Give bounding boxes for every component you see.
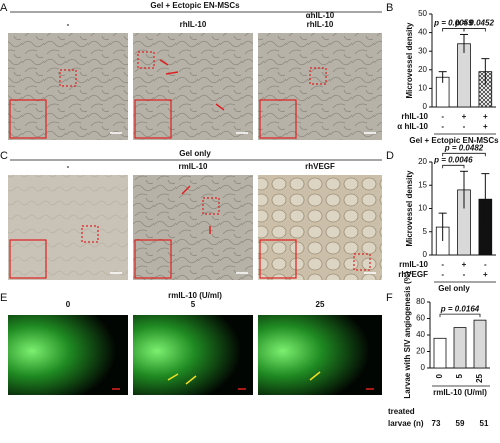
y-axis-label: Microvessel density <box>405 170 414 247</box>
column-label: - <box>67 162 70 171</box>
count-label: larvae (n) <box>388 419 424 428</box>
arrows <box>167 371 321 385</box>
count-value: 51 <box>480 419 489 428</box>
scale-bars <box>110 132 376 274</box>
y-tick-label: 40 <box>418 28 427 37</box>
p-value: p = 0.0059 <box>433 19 473 28</box>
panel-label: F <box>386 292 393 304</box>
panel-label: B <box>386 2 393 14</box>
column-label: rhIL-10 <box>307 20 334 29</box>
condition-value: - <box>441 270 444 279</box>
micrograph <box>258 175 382 280</box>
micrograph <box>133 175 253 280</box>
condition-value: - <box>463 122 466 131</box>
y-axis-label: Microvessel density <box>405 22 414 99</box>
condition-value: + <box>483 112 488 121</box>
panel-label: E <box>0 292 7 304</box>
significance-bracket <box>463 28 486 32</box>
y-tick-label: 5 <box>423 227 428 236</box>
y-axis-label: Larvae with SIV angiogenesis (%) <box>403 271 412 398</box>
y-tick-label: 40 <box>416 330 425 339</box>
condition-value: + <box>483 122 488 131</box>
micrograph <box>133 33 253 140</box>
y-tick-label: 10 <box>418 84 427 93</box>
y-tick-label: 20 <box>416 347 425 356</box>
fluorescence-image <box>258 315 382 395</box>
column-label: 5 <box>191 300 196 309</box>
panel-header: rmIL-10 (U/ml) <box>168 291 222 300</box>
bar <box>433 337 447 369</box>
condition-name: rmIL-10 <box>399 260 428 269</box>
count-value: 59 <box>456 419 465 428</box>
significance-bracket <box>442 164 465 169</box>
y-tick-label: 80 <box>416 297 425 306</box>
column-label: - <box>67 20 70 29</box>
y-tick-label: 20 <box>418 65 427 74</box>
group-label: Gel only <box>438 284 470 293</box>
insets <box>9 51 371 279</box>
y-tick-label: 60 <box>416 314 425 323</box>
condition-name: α hIL-10 <box>397 122 428 131</box>
y-tick-label: 50 <box>418 9 427 18</box>
bar <box>453 327 467 369</box>
p-value: p = 0.0452 <box>454 19 494 28</box>
micrograph <box>258 33 382 140</box>
condition-value: - <box>441 112 444 121</box>
x-tick-label: 25 <box>475 373 484 382</box>
condition-value: + <box>462 112 467 121</box>
panel-label: A <box>0 2 8 14</box>
column-label: rmIL-10 <box>179 162 208 171</box>
significance-bracket <box>442 152 486 157</box>
condition-name: rhIL-10 <box>401 112 428 121</box>
y-tick-label: 0 <box>423 250 428 259</box>
bar <box>473 319 487 369</box>
y-tick-label: 10 <box>418 204 427 213</box>
condition-value: - <box>484 260 487 269</box>
column-label: 0 <box>66 300 71 309</box>
significance-bracket <box>439 313 481 318</box>
condition-value: + <box>483 270 488 279</box>
x-tick-label: 0 <box>435 373 444 378</box>
count-label: treated <box>388 407 415 416</box>
fluorescence-image <box>133 315 253 395</box>
bar <box>457 43 471 108</box>
condition-name: rhVEGF <box>398 270 428 279</box>
y-tick-label: 30 <box>418 46 427 55</box>
x-axis-label: rmIL-10 (U/ml) <box>433 388 487 397</box>
condition-value: - <box>441 122 444 131</box>
micrographs <box>8 33 382 395</box>
column-label: rhIL-10 <box>180 20 207 29</box>
condition-value: + <box>462 260 467 269</box>
y-tick-label: 0 <box>421 363 426 372</box>
panel-header: Gel only <box>179 149 211 158</box>
significance-bracket <box>442 28 465 32</box>
column-label: 25 <box>316 300 325 309</box>
y-tick-label: 0 <box>423 102 428 111</box>
condition-value: - <box>463 270 466 279</box>
column-label: αhIL-10 <box>306 11 335 20</box>
panel-label: C <box>0 150 8 162</box>
condition-value: - <box>441 260 444 269</box>
column-label: rhVEGF <box>305 162 335 171</box>
arrows <box>159 59 225 234</box>
y-tick-label: 15 <box>418 180 427 189</box>
p-value: p = 0.0482 <box>444 143 484 152</box>
p-value: p = 0.0046 <box>433 155 473 164</box>
p-value: p = 0.0164 <box>440 304 480 313</box>
micrograph <box>8 175 128 280</box>
fluorescence-image <box>8 315 128 395</box>
panel-label: D <box>386 150 394 162</box>
count-value: 73 <box>432 419 441 428</box>
x-tick-label: 5 <box>455 373 464 378</box>
y-tick-label: 20 <box>418 157 427 166</box>
group-label: Gel + Ectopic EN-MSCs <box>409 136 499 145</box>
panel-header: Gel + Ectopic EN-MSCs <box>150 1 240 10</box>
